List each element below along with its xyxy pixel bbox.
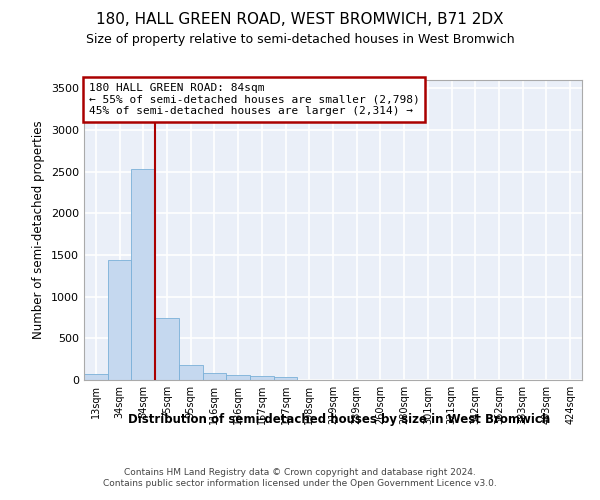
Text: Size of property relative to semi-detached houses in West Bromwich: Size of property relative to semi-detach… [86, 32, 514, 46]
Text: Contains HM Land Registry data © Crown copyright and database right 2024.
Contai: Contains HM Land Registry data © Crown c… [103, 468, 497, 487]
Bar [179, 364, 203, 380]
Y-axis label: Number of semi-detached properties: Number of semi-detached properties [32, 120, 46, 340]
Bar [155, 318, 179, 380]
Bar [274, 377, 298, 380]
Bar [84, 374, 108, 380]
Bar [131, 169, 155, 380]
Bar [108, 260, 131, 380]
Text: Distribution of semi-detached houses by size in West Bromwich: Distribution of semi-detached houses by … [128, 412, 550, 426]
Bar [226, 375, 250, 380]
Bar [250, 376, 274, 380]
Bar [203, 374, 226, 380]
Text: 180, HALL GREEN ROAD, WEST BROMWICH, B71 2DX: 180, HALL GREEN ROAD, WEST BROMWICH, B71… [96, 12, 504, 28]
Text: 180 HALL GREEN ROAD: 84sqm
← 55% of semi-detached houses are smaller (2,798)
45%: 180 HALL GREEN ROAD: 84sqm ← 55% of semi… [89, 83, 420, 116]
